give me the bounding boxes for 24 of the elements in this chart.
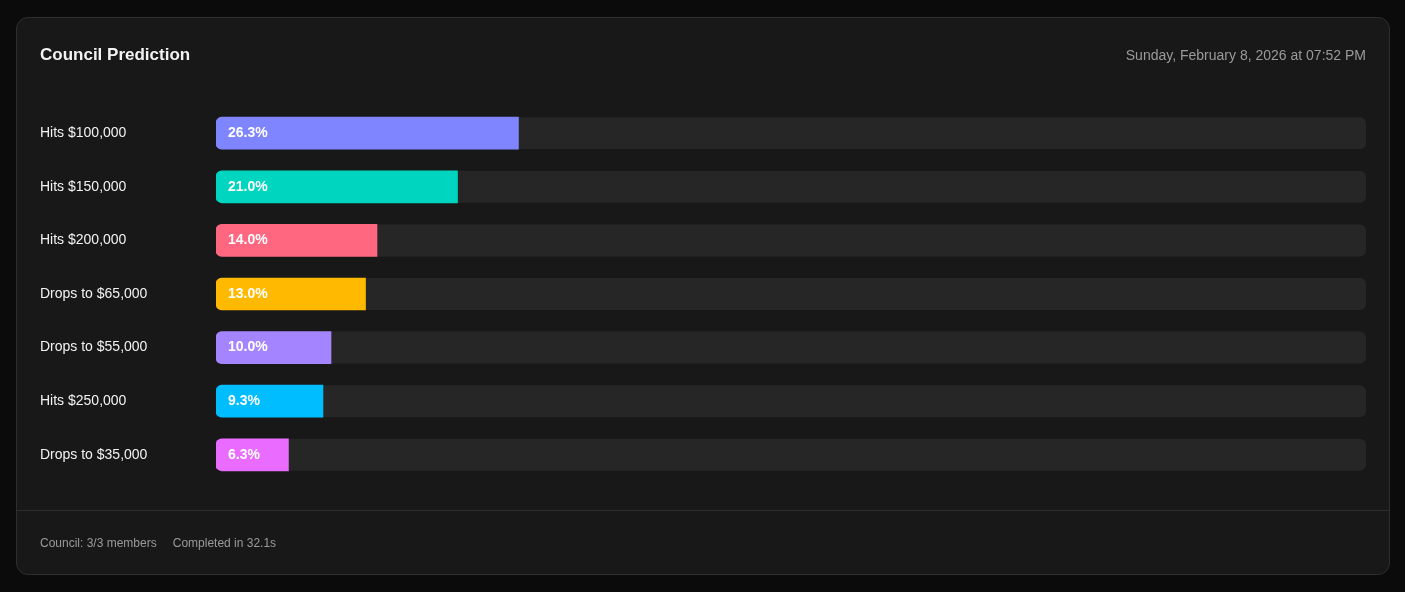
data-label: 6.3% — [228, 445, 261, 462]
data-label: 14.0% — [228, 231, 269, 248]
bar — [216, 224, 378, 257]
y-tick-label: Drops to $35,000 — [40, 445, 148, 462]
y-tick-label: Hits $100,000 — [40, 124, 127, 141]
y-tick-label: Drops to $65,000 — [40, 284, 148, 301]
bar — [216, 384, 324, 418]
chart-title: Council Prediction — [40, 45, 191, 65]
y-tick-label: Drops to $55,000 — [40, 338, 148, 355]
y-tick-label: Hits $200,000 — [40, 231, 127, 248]
data-label: 9.3% — [228, 392, 261, 409]
data-label: 10.0% — [228, 338, 269, 355]
bar — [216, 438, 289, 472]
data-label: 13.0% — [228, 284, 269, 301]
bar — [216, 277, 366, 311]
text: Council: 3/3 members — [40, 535, 157, 551]
data-label: 21.0% — [228, 177, 269, 194]
bar — [216, 170, 458, 204]
data-label: 26.3% — [228, 124, 269, 141]
bar — [216, 331, 332, 364]
chart-subtitle: Sunday, February 8, 2026 at 07:52 PM — [1125, 46, 1366, 64]
text: Completed in 32.1s — [172, 535, 277, 551]
y-tick-label: Hits $150,000 — [40, 177, 127, 194]
y-tick-label: Hits $250,000 — [40, 392, 127, 409]
